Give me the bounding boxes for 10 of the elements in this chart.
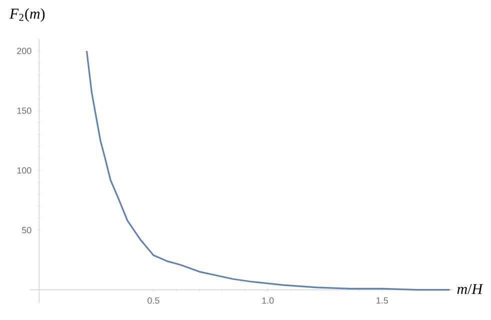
y-tick-label: 100 xyxy=(17,167,32,174)
line-series xyxy=(86,50,451,291)
y-axis-title: F$_{2}$(m) xyxy=(9,8,45,22)
x-tick-label: 1.0 xyxy=(262,297,274,304)
y-tick-label: 150 xyxy=(17,107,32,114)
y-tick-label: 50 xyxy=(22,226,32,234)
x-axis-title: m/H xyxy=(457,284,484,294)
x-tick-label: 0.5 xyxy=(148,297,160,304)
x-tick-label: 1.5 xyxy=(376,297,388,304)
y-tick-label: 200 xyxy=(17,48,32,54)
